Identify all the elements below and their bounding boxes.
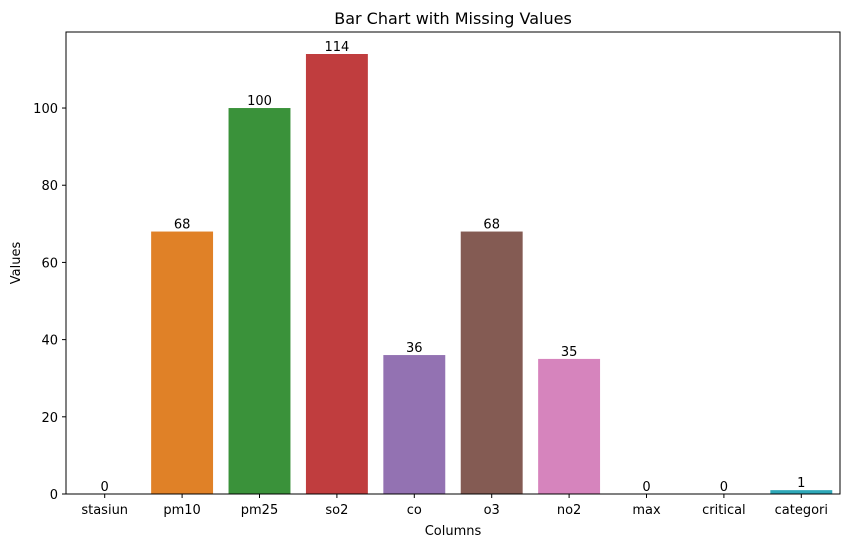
- x-tick-label-pm10: pm10: [163, 503, 200, 518]
- bar-value-label-co: 36: [406, 341, 423, 356]
- bar-value-label-stasiun: 0: [101, 480, 109, 495]
- x-tick-label-pm25: pm25: [241, 503, 278, 518]
- bar-value-label-no2: 35: [561, 345, 578, 360]
- bar-pm10: [151, 231, 214, 494]
- bar-co: [383, 355, 446, 494]
- plot-frame: [65, 31, 841, 495]
- x-tick-label-stasiun: stasiun: [81, 503, 128, 518]
- bar-value-label-so2: 114: [324, 40, 349, 55]
- bars-group: [151, 54, 833, 494]
- bar-pm25: [228, 108, 291, 494]
- x-tick-label-categori: categori: [775, 503, 828, 518]
- y-tick-label: 60: [41, 256, 58, 271]
- y-axis: 0 20 40 60 80 100: [33, 102, 66, 503]
- y-tick-label: 20: [41, 411, 58, 426]
- x-axis-title: Columns: [425, 524, 482, 539]
- y-axis-title: Values: [9, 242, 24, 285]
- x-tick-label-max: max: [632, 503, 661, 518]
- bar-labels-group: 0 68 100 114 36 68 35 0 0 1: [101, 40, 806, 495]
- bar-value-label-o3: 68: [483, 218, 500, 233]
- y-tick-label: 40: [41, 334, 58, 349]
- bar-value-label-pm25: 100: [247, 94, 272, 109]
- y-tick-label: 80: [41, 179, 58, 194]
- bar-no2: [538, 358, 601, 494]
- x-tick-label-so2: so2: [325, 503, 348, 518]
- bar-value-label-pm10: 68: [174, 218, 191, 233]
- bar-o3: [460, 231, 523, 494]
- x-axis: stasiun pm10 pm25 so2 co o3 no2 max critical cate…: [81, 494, 828, 518]
- x-tick-label-co: co: [407, 503, 422, 518]
- bar-value-label-categori: 1: [797, 476, 805, 491]
- bar-categori: [770, 490, 833, 494]
- y-tick-label: 0: [50, 488, 58, 503]
- bar-so2: [305, 54, 368, 494]
- x-tick-label-no2: no2: [557, 503, 581, 518]
- chart-title: Bar Chart with Missing Values: [334, 9, 572, 28]
- bar-value-label-max: 0: [642, 480, 650, 495]
- bar-value-label-critical: 0: [720, 480, 728, 495]
- y-tick-label: 100: [33, 102, 58, 117]
- x-tick-label-critical: critical: [702, 503, 746, 518]
- x-tick-label-o3: o3: [484, 503, 500, 518]
